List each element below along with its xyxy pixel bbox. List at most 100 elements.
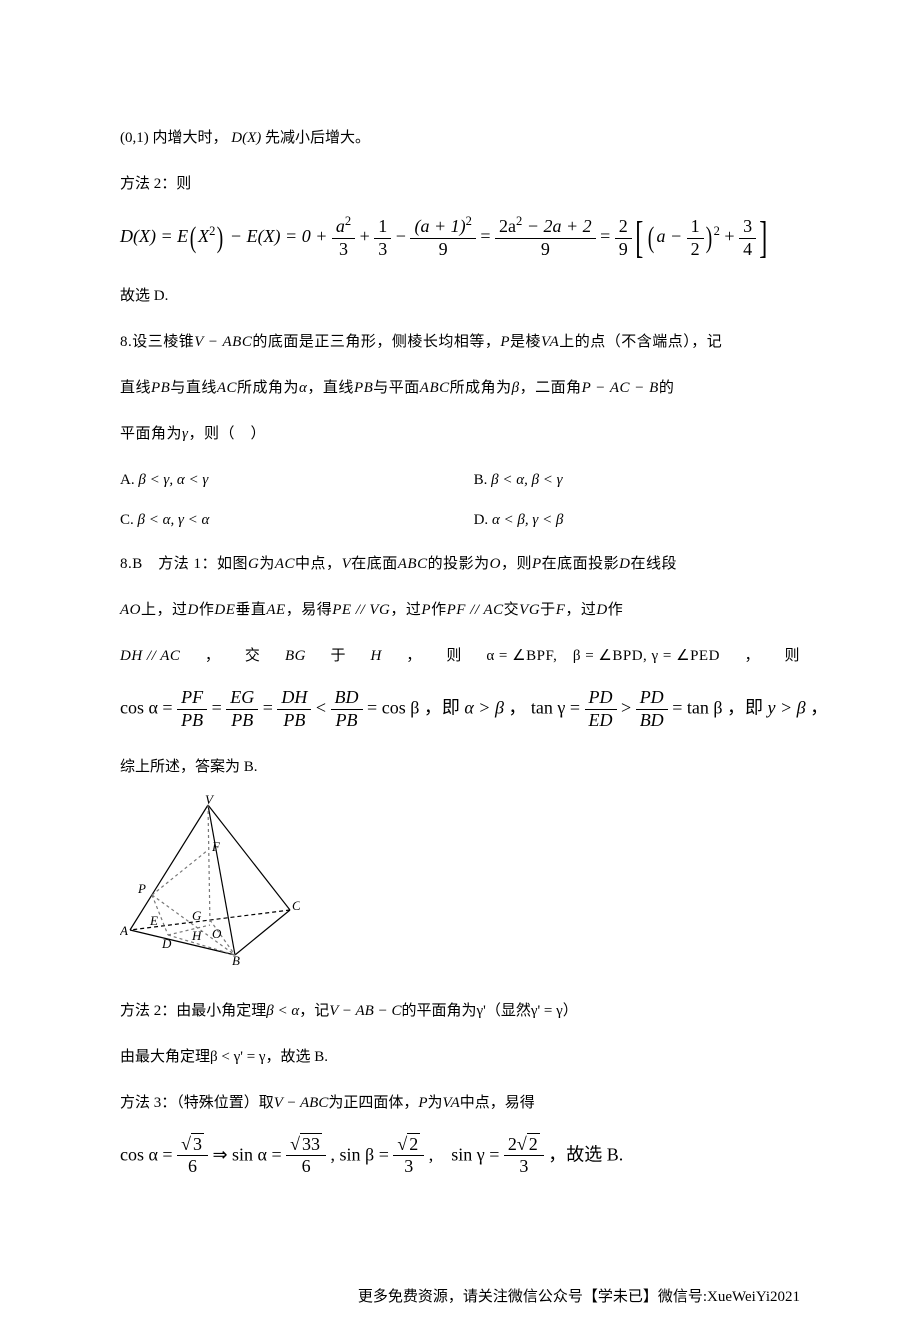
a: 方法 3：（特殊位置）取 bbox=[120, 1095, 274, 1111]
f2: F bbox=[556, 602, 566, 618]
co: 2 bbox=[508, 1134, 517, 1154]
v: V bbox=[342, 556, 352, 572]
lparen: ( bbox=[190, 223, 197, 253]
lhs: D(X) = E bbox=[120, 226, 188, 246]
d: PB bbox=[177, 710, 207, 731]
pre: cos α = bbox=[120, 1144, 177, 1164]
d: 6 bbox=[286, 1156, 326, 1177]
t5: ，则 bbox=[501, 556, 532, 572]
n: PF bbox=[177, 688, 207, 710]
f4: BDPB bbox=[331, 688, 363, 731]
page-footer: 更多免费资源，请关注微信公众号【学未已】微信号:XueWeiYi2021 bbox=[0, 1255, 920, 1336]
lab: B. bbox=[474, 472, 492, 488]
lbl-e: E bbox=[149, 913, 158, 928]
f2: √336 bbox=[286, 1135, 326, 1178]
lbl-c: C bbox=[292, 898, 300, 913]
bg: BG bbox=[285, 648, 306, 664]
c: 于 bbox=[330, 638, 346, 674]
n: EG bbox=[226, 688, 258, 710]
eq2: = bbox=[263, 697, 278, 717]
b: 为正四面体， bbox=[328, 1095, 418, 1111]
v: V − AB − C bbox=[329, 1003, 401, 1019]
de: DE bbox=[214, 602, 235, 618]
lbl-p: P bbox=[137, 881, 146, 896]
c: 的平面角为 bbox=[401, 1003, 476, 1019]
e: ，过 bbox=[390, 602, 421, 618]
page-body: (0,1) 内增大时， D(X) 先减小后增大。 方法 2：则 D(X) = E… bbox=[0, 0, 920, 1255]
sol8-conclude: 综上所述，答案为 B. bbox=[120, 749, 800, 785]
m: β < γ' = γ bbox=[210, 1049, 266, 1065]
option-b: B. β < α, β < γ bbox=[474, 462, 800, 498]
den: 3 bbox=[332, 239, 355, 260]
gt: > bbox=[621, 697, 636, 717]
b: ，则（ ） bbox=[188, 426, 266, 442]
d: PB bbox=[277, 710, 311, 731]
eq: γ' = γ bbox=[531, 1003, 563, 1019]
abc: ABC bbox=[398, 556, 428, 572]
q8-stem-line2: 直线PB与直线AC所成角为α，直线PB与平面ABC所成角为β，二面角P − AC… bbox=[120, 370, 800, 406]
a: 平面角为 bbox=[120, 426, 182, 442]
text: 先减小后增大。 bbox=[265, 130, 370, 146]
x: X bbox=[198, 226, 209, 246]
sup2: 2 bbox=[209, 224, 215, 238]
f1: PFPB bbox=[177, 688, 207, 731]
d: 3 bbox=[393, 1156, 424, 1177]
c1: , sin β = bbox=[331, 1144, 394, 1164]
rparen2: ) bbox=[705, 223, 712, 253]
plus2: + bbox=[720, 226, 739, 246]
a: 直线 bbox=[120, 380, 151, 396]
q8-options-row2: C. β < α, γ < α D. α < β, γ < β bbox=[120, 502, 800, 538]
r: 33 bbox=[300, 1133, 322, 1154]
m: β < α, β < γ bbox=[491, 472, 562, 488]
f: ， bbox=[744, 638, 760, 674]
q8-options-row1: A. β < γ, α < γ B. β < α, β < γ bbox=[120, 462, 800, 498]
t3: 在底面 bbox=[351, 556, 398, 572]
num: 2 bbox=[615, 217, 632, 239]
o: O bbox=[490, 556, 501, 572]
g: ，二面角 bbox=[520, 380, 582, 396]
r: 2 bbox=[527, 1133, 540, 1154]
pf: PF // AC bbox=[447, 602, 504, 618]
num: 1 bbox=[687, 217, 704, 239]
pacb: P − AC − B bbox=[582, 380, 659, 396]
variance-equation: D(X) = E(X2) − E(X) = 0 + a23 + 13 − (a … bbox=[120, 216, 800, 260]
sol8-line3: DH // AC ， 交 BG 于 H ， 则 α = ∠BPF, β = ∠B… bbox=[120, 638, 800, 674]
q8-stem-line3: 平面角为γ，则（ ） bbox=[120, 416, 800, 452]
ac: AC bbox=[217, 380, 237, 396]
m: V − ABC bbox=[194, 334, 252, 350]
num: 3 bbox=[739, 217, 756, 239]
t1: 为 bbox=[259, 556, 275, 572]
d2: ，易得 bbox=[286, 602, 333, 618]
lab: D. bbox=[474, 512, 492, 528]
sup: 2 bbox=[466, 214, 472, 228]
d: D bbox=[188, 602, 199, 618]
abc: ABC bbox=[420, 380, 450, 396]
lbl-g: G bbox=[192, 908, 202, 923]
tt: = tan β bbox=[672, 697, 722, 717]
plus: + bbox=[360, 226, 375, 246]
a: 上，过 bbox=[141, 602, 188, 618]
tf2: PDBD bbox=[636, 688, 668, 731]
f4: 2√23 bbox=[504, 1135, 544, 1178]
b: ，记 bbox=[299, 1003, 329, 1019]
n1: 2a bbox=[499, 216, 516, 236]
h: 于 bbox=[540, 602, 556, 618]
d: ， bbox=[406, 638, 422, 674]
b: 作 bbox=[199, 602, 215, 618]
c2: , sin γ = bbox=[429, 1144, 504, 1164]
m1: β < α bbox=[266, 1003, 299, 1019]
frac-poly-9: 2a2 − 2a + 29 bbox=[495, 217, 596, 260]
c: 所成角为 bbox=[237, 380, 299, 396]
option-d: D. α < β, γ < β bbox=[474, 502, 800, 538]
method2-line2: 由最大角定理β < γ' = γ，故选 B. bbox=[120, 1039, 800, 1075]
tp: tan γ = bbox=[531, 697, 585, 717]
d: BD bbox=[636, 710, 668, 731]
eq2: = bbox=[600, 226, 615, 246]
b: 交 bbox=[245, 638, 261, 674]
m: β < α, γ < α bbox=[138, 512, 210, 528]
top-line-1: (0,1) 内增大时， D(X) 先减小后增大。 bbox=[120, 120, 800, 156]
tc: ， bbox=[810, 697, 828, 717]
n: PD bbox=[636, 688, 668, 710]
h: H bbox=[370, 648, 381, 664]
p: P bbox=[500, 334, 510, 350]
